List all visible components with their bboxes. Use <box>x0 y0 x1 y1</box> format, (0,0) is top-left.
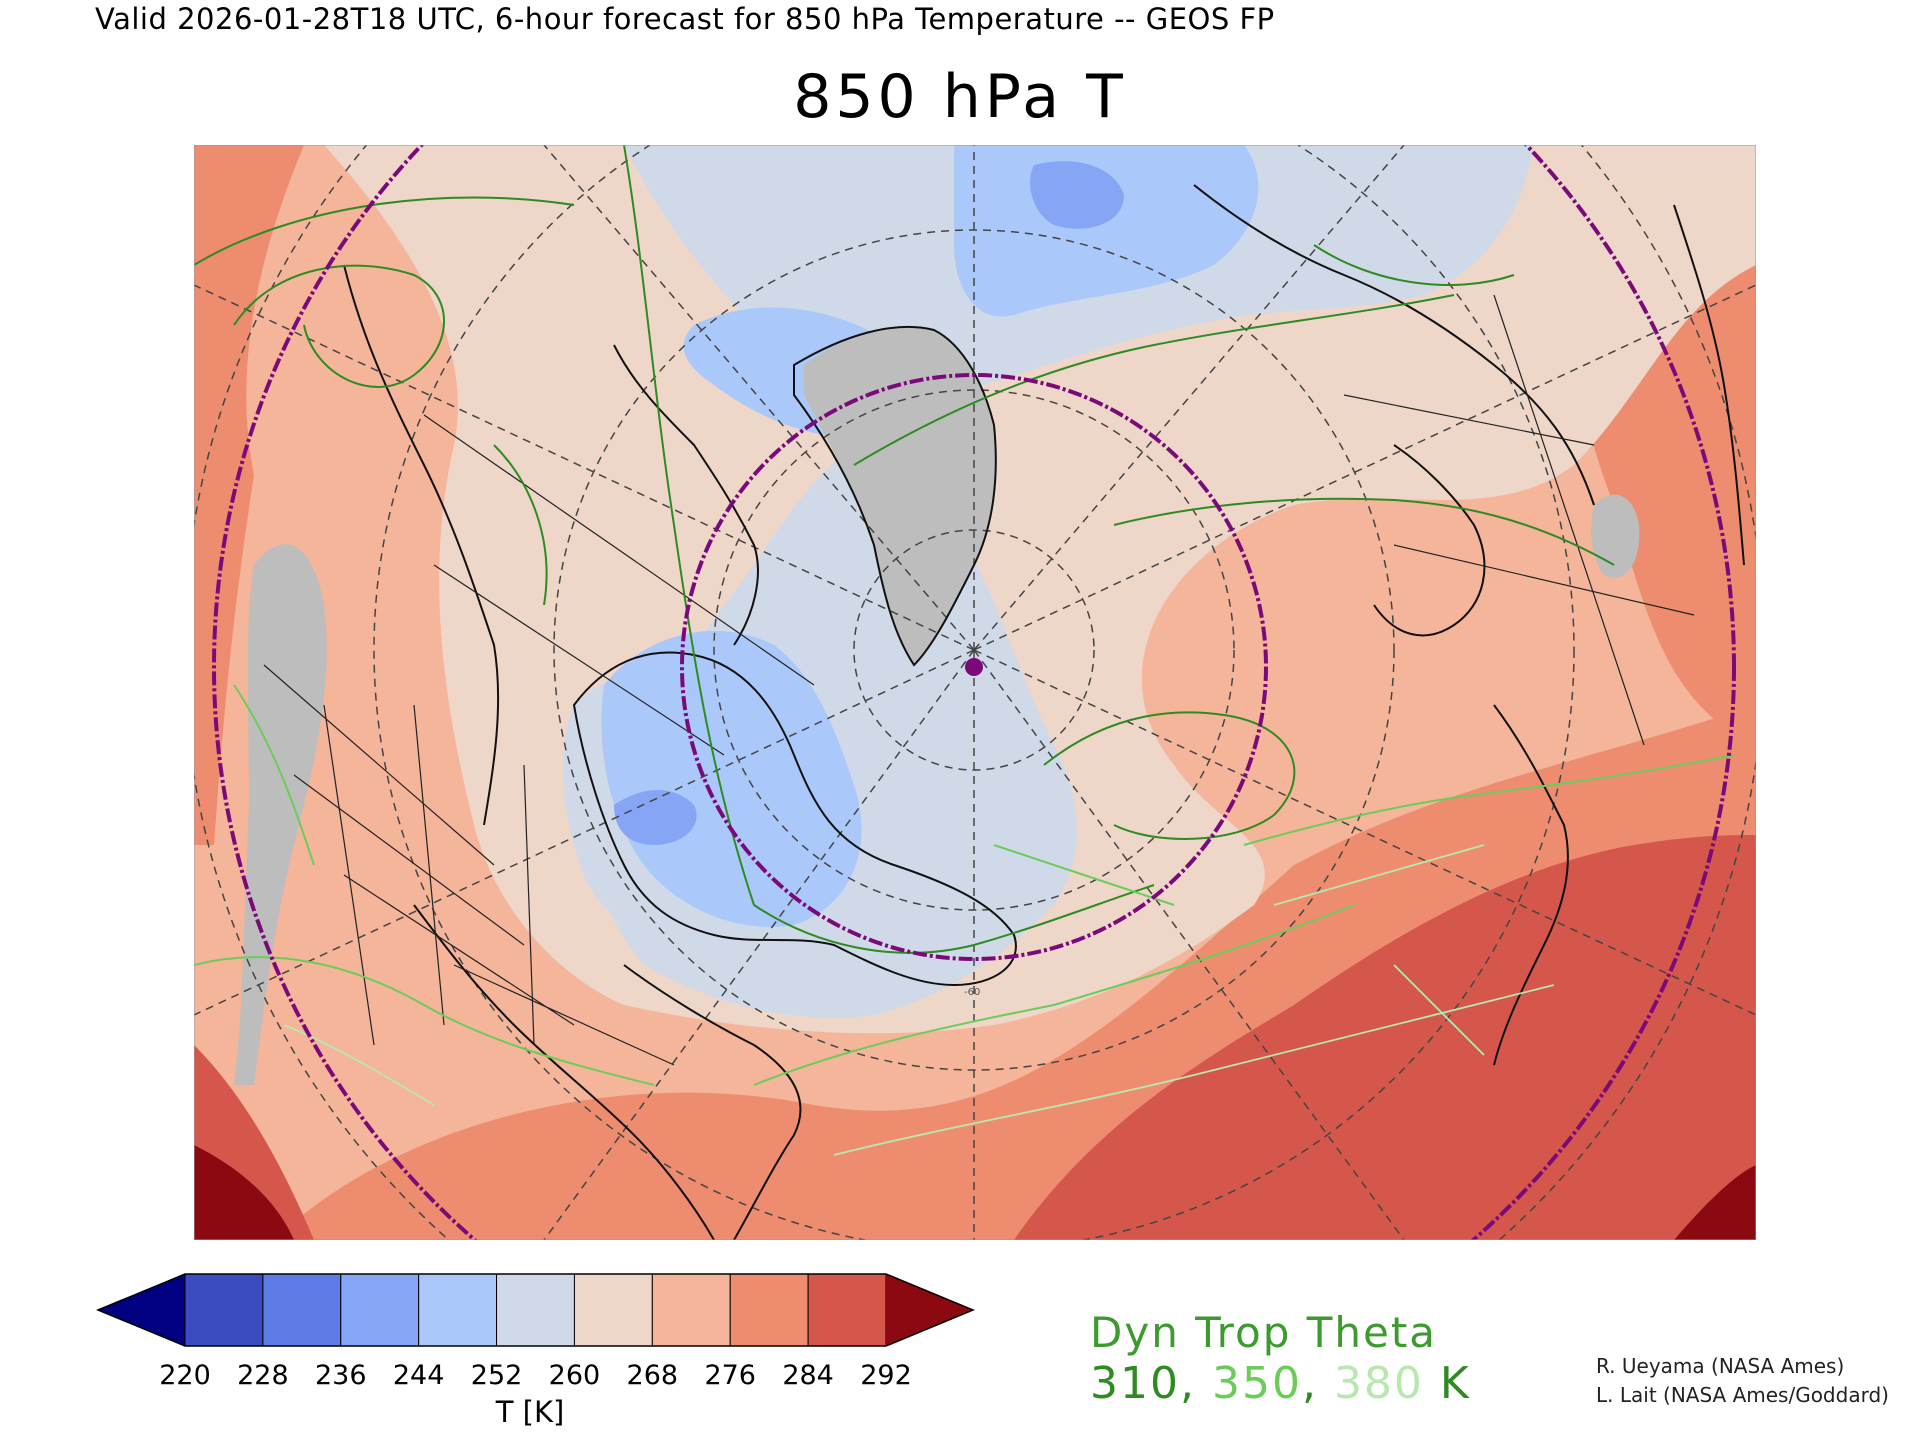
outer-reference-circle <box>212 145 1736 1240</box>
colorbar-cell <box>729 1273 809 1347</box>
colorbar-tick-label: 268 <box>626 1360 679 1391</box>
colorbar-tick-label: 276 <box>704 1360 756 1391</box>
credits: R. Ueyama (NASA Ames) L. Lait (NASA Ames… <box>1596 1352 1889 1410</box>
temp-band-284-west <box>194 145 304 845</box>
colorbar: 220 228 236 244 252 260 268 276 284 292 T [K] <box>0 1260 1000 1440</box>
theta-legend-title: Dyn Trop Theta <box>1090 1308 1438 1357</box>
temp-band-over-292-east <box>1674 1165 1756 1240</box>
colorbar-tick-label: 260 <box>548 1360 601 1391</box>
colorbar-cell <box>340 1273 420 1347</box>
colorbar-over-arrow <box>886 1274 973 1346</box>
colorbar-tick-label: 220 <box>159 1360 211 1391</box>
rockies-mask <box>234 544 327 1085</box>
colorbar-under-arrow <box>98 1274 185 1346</box>
inner-reference-circle <box>680 373 1268 961</box>
colorbar-cell <box>418 1273 498 1347</box>
temp-band-244 <box>614 790 697 845</box>
map-title: 850 hPa T <box>793 62 1127 132</box>
theta-legend-values: 310, 350, 380 K <box>1090 1358 1471 1409</box>
colorbar-cell <box>651 1273 731 1347</box>
colorbar-tick-label: 252 <box>470 1360 523 1391</box>
credit-line-2: L. Lait (NASA Ames/Goddard) <box>1596 1383 1889 1407</box>
colorbar-tick-label: 228 <box>237 1360 289 1391</box>
colorbar-cell <box>496 1273 575 1347</box>
theta-380-contours <box>283 844 1555 1156</box>
temp-band-252 <box>954 145 1259 317</box>
himalaya-mask <box>1591 494 1640 578</box>
greenland-mask <box>804 326 996 665</box>
coastlines <box>343 184 1745 1240</box>
theta-legend-value: , <box>1179 1358 1212 1409</box>
colorbar-tick-label: 284 <box>782 1360 834 1391</box>
theta-legend-value: 380 <box>1333 1358 1424 1409</box>
temperature-map: -60 <box>194 145 1756 1240</box>
temp-band-244-north <box>1030 161 1124 229</box>
theta-350-contours <box>194 684 1735 1086</box>
temp-band-over-292 <box>194 1145 294 1240</box>
colorbar-unit-label: T [K] <box>495 1395 565 1429</box>
contour-label: -60 <box>964 987 980 998</box>
colorbar-tick-label: 244 <box>392 1360 445 1391</box>
theta-legend-value: 350 <box>1211 1358 1302 1409</box>
theta-legend-value: , <box>1301 1358 1334 1409</box>
forecast-valid-line: Valid 2026-01-28T18 UTC, 6-hour forecast… <box>95 2 1275 36</box>
boundaries <box>263 294 1695 1066</box>
colorbar-cell <box>573 1273 653 1347</box>
colorbar-cell <box>262 1273 342 1347</box>
theta-legend-value: 310 <box>1090 1358 1180 1409</box>
temp-band-252-hudson <box>601 630 862 927</box>
colorbar-tick-label: 292 <box>860 1360 912 1391</box>
credit-line-1: R. Ueyama (NASA Ames) <box>1596 1354 1845 1378</box>
center-point <box>965 658 983 676</box>
theta-legend-value: K <box>1423 1358 1471 1409</box>
colorbar-cell <box>807 1273 887 1347</box>
colorbar-tick-label: 236 <box>314 1360 367 1391</box>
colorbar-cell <box>184 1273 264 1347</box>
reference-circles <box>212 145 1736 1240</box>
